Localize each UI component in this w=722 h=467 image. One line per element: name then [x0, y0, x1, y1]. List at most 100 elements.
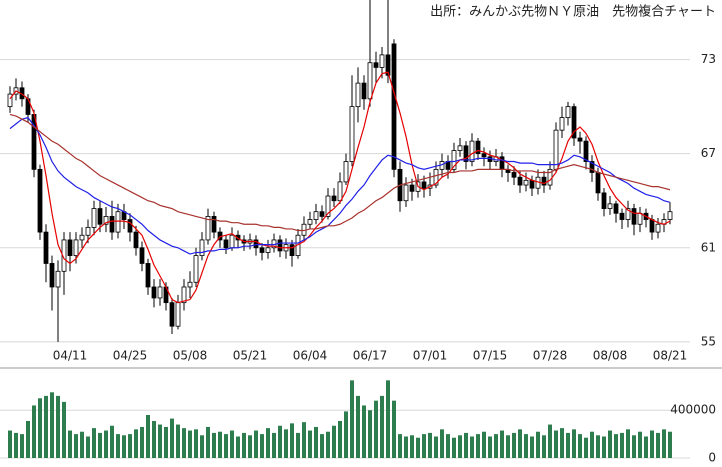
volume-bar: [26, 420, 30, 458]
volume-bar: [506, 435, 510, 458]
y-tick-label: 0: [708, 451, 716, 465]
volume-bar: [68, 430, 72, 458]
x-tick-label: 06/17: [353, 349, 388, 363]
volume-bar: [584, 437, 588, 458]
volume-bar: [158, 424, 162, 458]
volume-bar: [380, 395, 384, 458]
candle-body: [361, 82, 367, 100]
volume-bar: [386, 380, 390, 458]
volume-bar: [200, 435, 204, 458]
volume-bar: [44, 395, 48, 458]
candle-body: [85, 226, 91, 236]
volume-bar: [176, 424, 180, 458]
candle-body: [433, 168, 439, 186]
y-tick-label: 67: [701, 146, 716, 160]
volume-bar: [266, 428, 270, 458]
volume-bar: [218, 431, 222, 458]
volume-bar: [284, 429, 288, 458]
volume-bar: [482, 431, 486, 458]
candle-body: [343, 161, 349, 183]
volume-bar: [98, 432, 102, 458]
volume-bar: [32, 405, 36, 458]
volume-bar: [110, 425, 114, 458]
volume-bar: [440, 429, 444, 458]
candle-body: [349, 106, 355, 162]
candle-body: [187, 281, 193, 288]
candle-body: [373, 62, 379, 68]
candle-body: [199, 239, 205, 257]
candle-body: [157, 286, 163, 299]
volume-bar: [530, 436, 534, 458]
volume-bar: [428, 432, 432, 458]
volume-bar: [170, 418, 174, 458]
volume-bar: [434, 436, 438, 458]
volume-bar: [656, 432, 660, 458]
candle-body: [43, 231, 49, 264]
candle-body: [223, 239, 229, 249]
candle-body: [655, 223, 661, 233]
volume-bar: [332, 425, 336, 458]
candle-body: [577, 137, 583, 142]
volume-bar: [602, 436, 606, 458]
candle-body: [181, 286, 187, 304]
candle-body: [367, 62, 373, 100]
volume-bar: [374, 400, 378, 458]
candle-body: [139, 247, 145, 264]
volume-bar: [638, 431, 642, 458]
volume-bar: [614, 434, 618, 458]
candle-body: [133, 231, 139, 249]
volume-bar: [194, 429, 198, 458]
volume-bar: [464, 432, 468, 458]
volume-bar: [422, 434, 426, 458]
candle-body: [259, 247, 265, 253]
candle-body: [211, 216, 217, 233]
volume-bar: [206, 426, 210, 458]
moving-average-line: [9, 116, 671, 255]
volume-bar: [8, 430, 12, 458]
volume-bar: [392, 400, 396, 458]
candle-body: [619, 212, 625, 220]
volume-bar: [248, 435, 252, 458]
x-tick-label: 05/21: [233, 349, 268, 363]
candle-body: [601, 192, 607, 209]
volume-bar: [398, 434, 402, 458]
candle-body: [115, 211, 121, 233]
candle-body: [469, 140, 475, 162]
candle-body: [325, 195, 331, 217]
volume-bar: [302, 422, 306, 458]
y-tick-label: 73: [701, 52, 716, 66]
candle-body: [391, 43, 397, 170]
candle-body: [625, 208, 631, 220]
candle-body: [67, 239, 73, 257]
candle-body: [73, 239, 79, 257]
volume-bar: [92, 428, 96, 458]
x-tick-label: 07/28: [533, 349, 568, 363]
y-tick-label: 55: [701, 334, 716, 348]
volume-bar: [278, 425, 282, 458]
volume-bar: [134, 429, 138, 458]
candle-body: [553, 129, 559, 170]
candle-body: [541, 176, 547, 186]
volume-bar: [74, 434, 78, 458]
candle-body: [265, 247, 271, 253]
volume-bar: [404, 436, 408, 458]
volume-bar: [452, 437, 456, 458]
candle-body: [109, 216, 115, 233]
candle-body: [589, 161, 595, 173]
volume-bar: [560, 428, 564, 458]
candle-body: [337, 181, 343, 202]
volume-bar: [350, 380, 354, 458]
volume-bar: [632, 435, 636, 458]
volume-bar: [230, 430, 234, 458]
volume-bar: [50, 392, 54, 458]
candle-body: [235, 234, 241, 241]
candle-body: [637, 212, 643, 225]
candle-body: [379, 54, 385, 68]
candle-body: [307, 219, 313, 225]
volume-bar: [62, 401, 66, 458]
volume-bar: [566, 432, 570, 458]
volume-bar: [494, 434, 498, 458]
candle-body: [61, 239, 67, 272]
candle-body: [313, 211, 319, 220]
volume-bar: [410, 435, 414, 458]
